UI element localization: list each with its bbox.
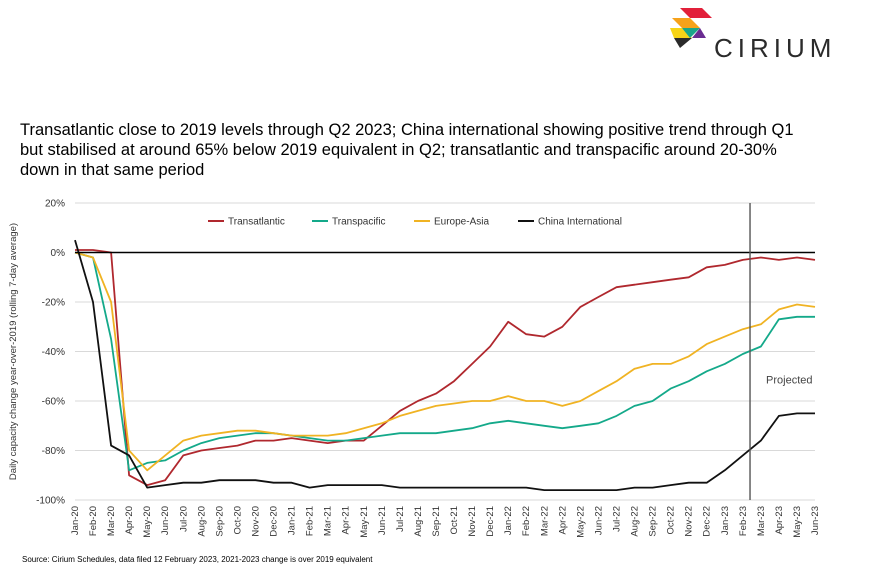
x-tick-label: May-23 — [792, 506, 803, 538]
legend-label: Europe-Asia — [434, 217, 489, 228]
x-tick-label: Apr-20 — [124, 506, 135, 535]
x-tick-label: Mar-22 — [539, 506, 550, 536]
x-tick-label: Apr-21 — [341, 506, 352, 535]
series-line-europe-asia — [74, 251, 816, 472]
chart-title: Transatlantic close to 2019 levels throu… — [20, 121, 794, 179]
legend-label: Transpacific — [332, 217, 386, 228]
x-tick-label: Jan-20 — [70, 506, 81, 535]
x-tick-label: May-20 — [142, 506, 153, 538]
logo-text: CIRIUM — [714, 33, 837, 63]
y-tick-label: -100% — [36, 496, 65, 507]
x-tick-label: Feb-21 — [305, 506, 316, 536]
grid-lines — [75, 202, 815, 501]
x-tick-label: Dec-21 — [485, 506, 496, 537]
x-tick-label: Jun-20 — [160, 506, 171, 535]
x-tick-label: Sep-22 — [648, 506, 659, 537]
x-tick-label: Apr-22 — [557, 506, 568, 535]
x-tick-label: Feb-22 — [521, 506, 532, 536]
x-tick-label: Aug-20 — [196, 506, 207, 537]
x-tick-labels: Jan-20 Feb-20 Mar-20 Apr-20 May-20 Jun-20 Jul-… — [70, 506, 821, 538]
legend: Transatlantic Transpacific Europe-Asia Chin… — [208, 217, 622, 228]
x-tick-label: Jul-22 — [611, 506, 622, 532]
x-tick-label: Dec-22 — [702, 506, 713, 537]
x-tick-label: Jul-21 — [395, 506, 406, 532]
x-tick-label: Jan-22 — [503, 506, 514, 535]
x-tick-label: Nov-21 — [467, 506, 478, 537]
y-tick-label: -20% — [42, 298, 65, 309]
x-tick-label: Mar-21 — [323, 506, 334, 536]
x-tick-label: Aug-21 — [413, 506, 424, 537]
series-line-transatlantic — [75, 249, 816, 487]
x-tick-label: Jul-20 — [178, 506, 189, 532]
source-note: Source: Cirium Schedules, data filed 12 … — [22, 555, 373, 564]
series-line-transpacific — [74, 251, 815, 472]
x-tick-label: Oct-20 — [232, 506, 243, 535]
x-tick-label: Dec-20 — [269, 506, 280, 537]
x-tick-label: Sep-20 — [214, 506, 225, 537]
x-tick-label: Oct-22 — [666, 506, 677, 535]
series-lines — [74, 239, 816, 492]
series-line-china — [74, 239, 815, 492]
x-tick-label: Jan-23 — [720, 506, 731, 535]
legend-label: China International — [538, 217, 622, 228]
y-tick-label: 0% — [51, 248, 66, 259]
x-tick-label: Feb-23 — [738, 506, 749, 536]
x-tick-label: Apr-23 — [774, 506, 785, 535]
y-tick-label: 20% — [45, 199, 65, 210]
x-tick-label: May-22 — [575, 506, 586, 538]
x-tick-label: Jan-21 — [287, 506, 298, 535]
cirium-logo: CIRIUM — [666, 6, 856, 63]
x-tick-label: Feb-20 — [88, 506, 99, 536]
x-tick-label: Jun-23 — [810, 506, 821, 535]
x-tick-label: Mar-20 — [106, 506, 117, 536]
y-axis-label: Daily capacity change year-over-2019 (ro… — [8, 223, 19, 480]
cirium-logo-mark-icon — [670, 8, 712, 48]
y-tick-label: -60% — [42, 397, 65, 408]
x-tick-label: Nov-22 — [684, 506, 695, 537]
x-tick-label: Aug-22 — [630, 506, 641, 537]
y-tick-label: -40% — [42, 347, 65, 358]
x-tick-label: Jun-22 — [593, 506, 604, 535]
y-tick-label: -80% — [42, 446, 65, 457]
x-tick-label: Sep-21 — [431, 506, 442, 537]
x-tick-label: Oct-21 — [449, 506, 460, 535]
x-tick-label: Nov-20 — [250, 506, 261, 537]
line-chart: 20% 0% -20% -40% -60% -80% -100% Jan-20 Feb-20 M… — [8, 199, 821, 538]
y-tick-labels: 20% 0% -20% -40% -60% -80% -100% — [36, 199, 65, 507]
x-tick-label: Jun-21 — [377, 506, 388, 535]
projected-label: Projected — [766, 375, 812, 387]
legend-label: Transatlantic — [228, 217, 285, 228]
x-tick-label: Mar-23 — [756, 506, 767, 536]
x-tick-label: May-21 — [359, 506, 370, 538]
